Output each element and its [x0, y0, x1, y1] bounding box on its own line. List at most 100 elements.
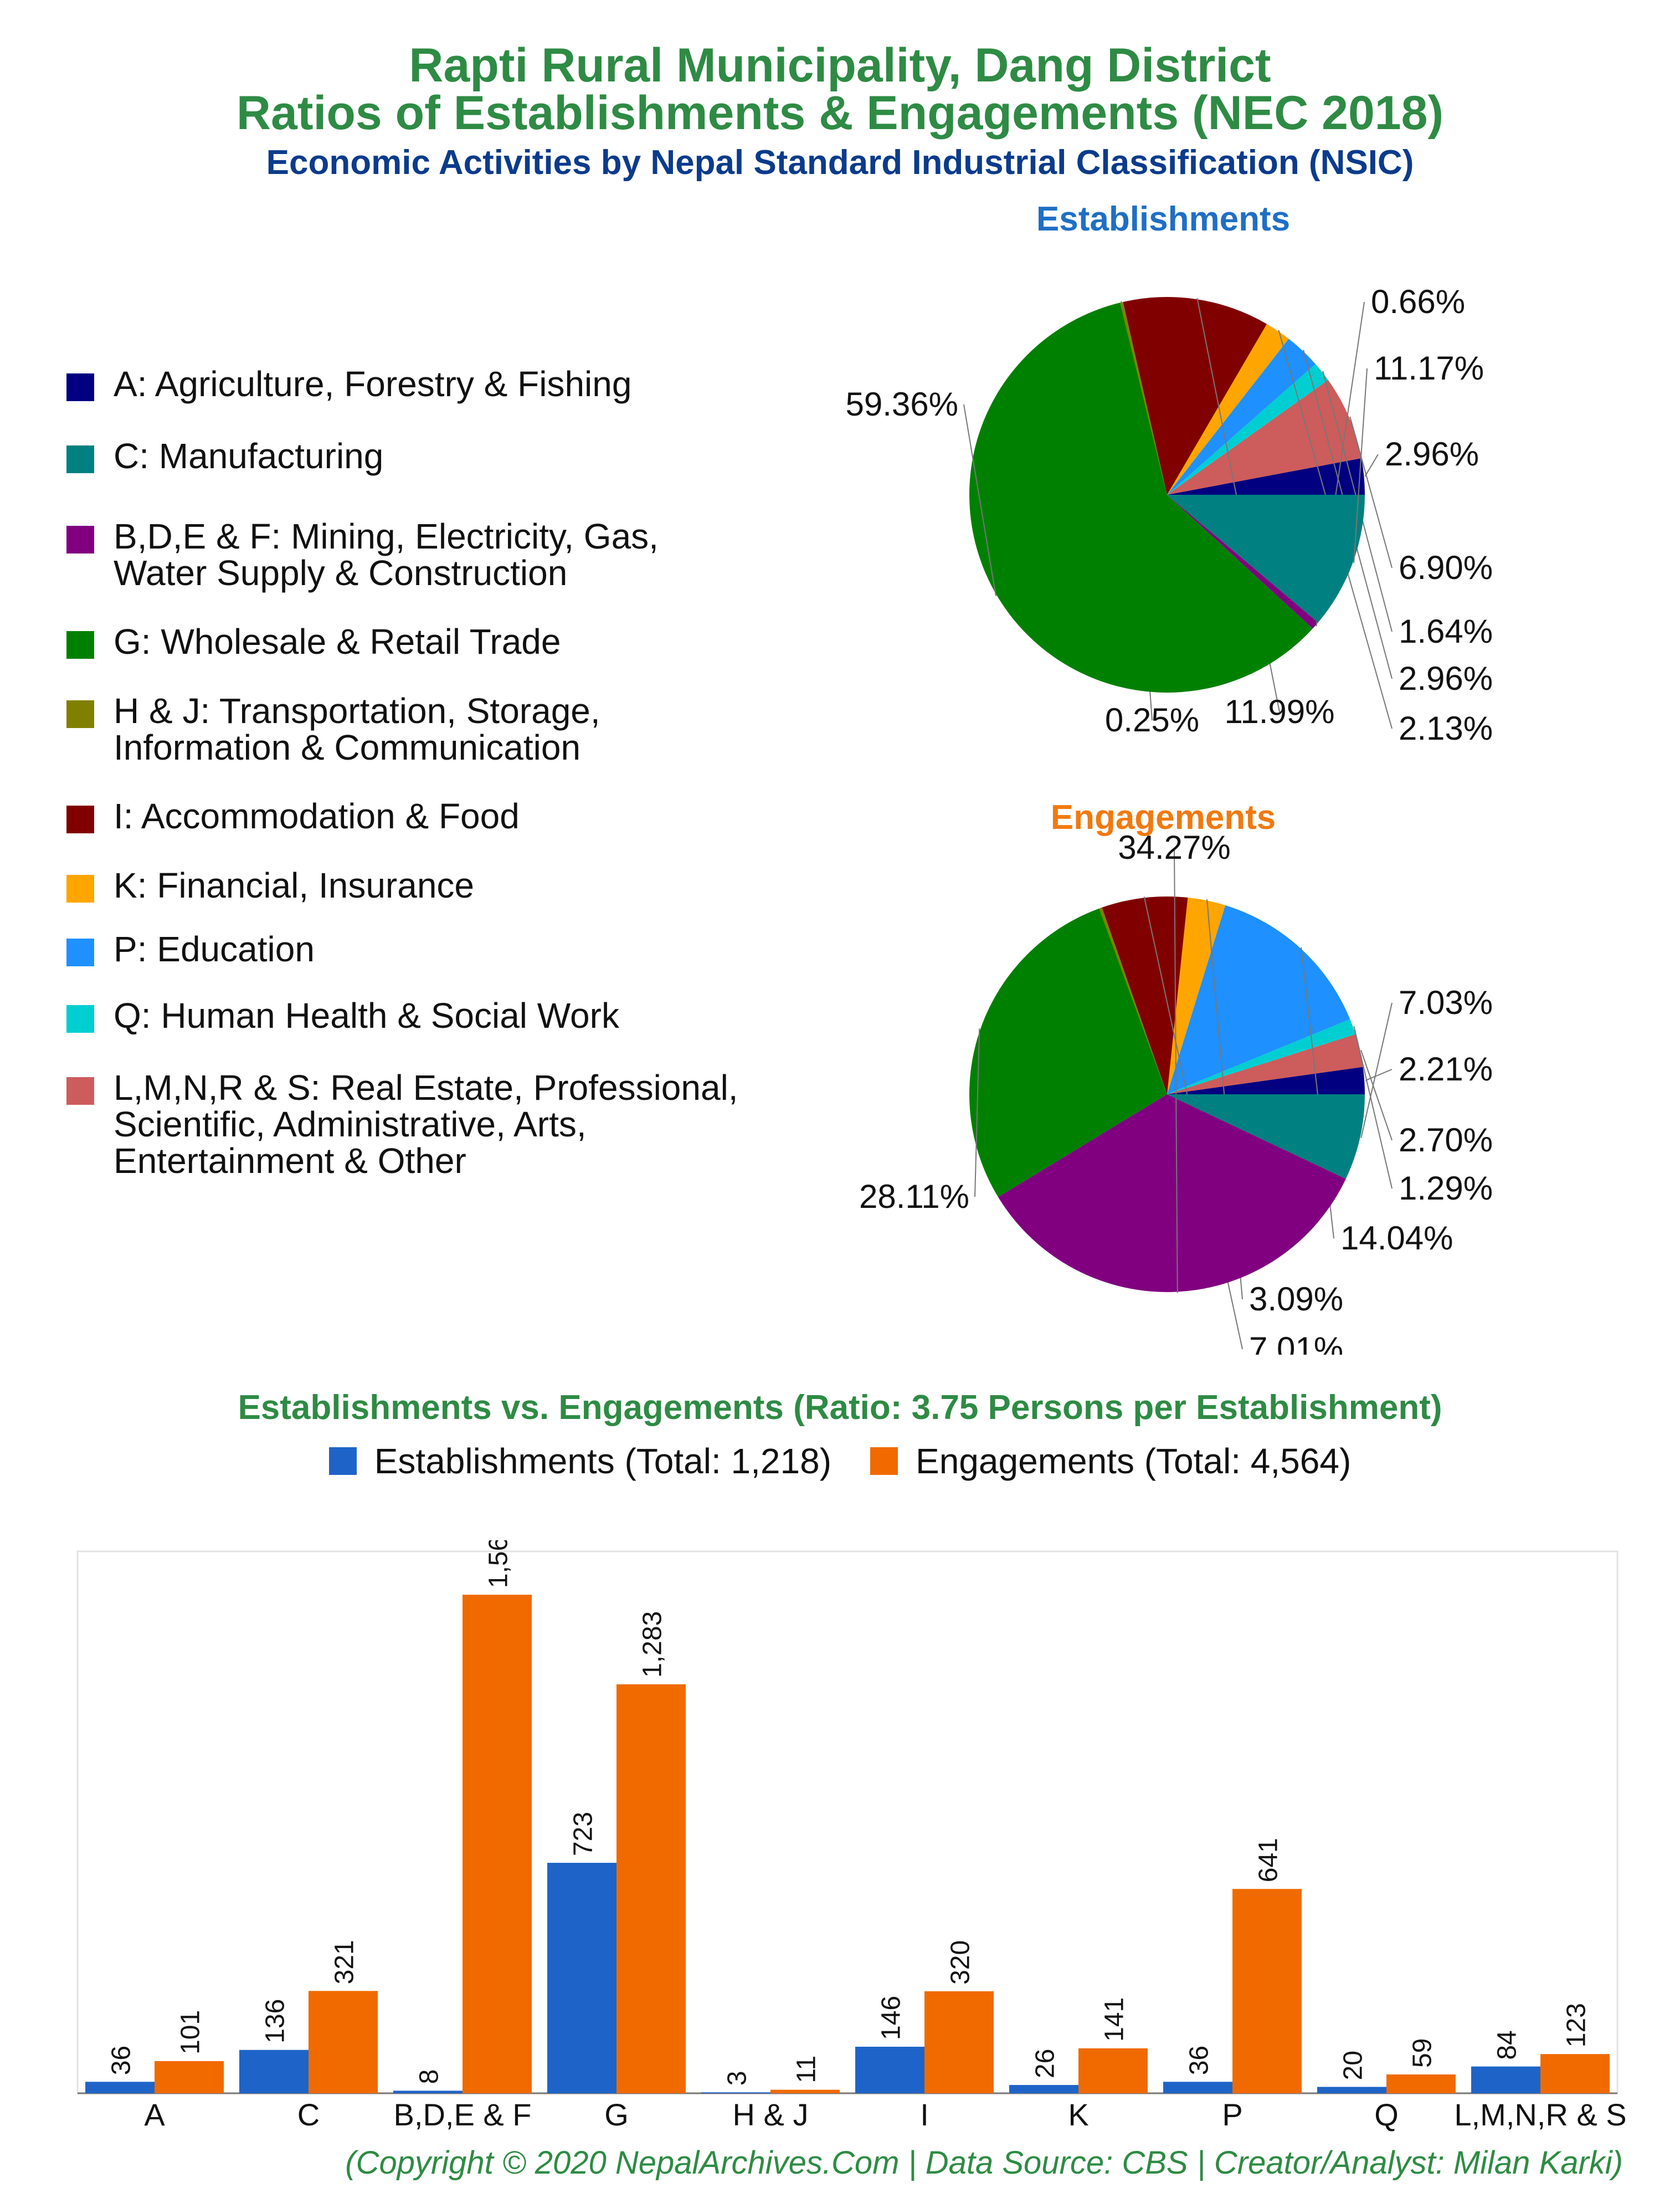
pie-slice-l-m-n-r-s [1167, 1034, 1363, 1094]
pie-slice-label: 2.96% [1399, 660, 1493, 697]
x-tick-label: K [1068, 2097, 1088, 2132]
x-tick-label: Q [1374, 2097, 1399, 2132]
pie-slice-c [1167, 1094, 1365, 1179]
bar-value-label: 723 [569, 1812, 598, 1856]
bar-engagements-h-j [770, 2089, 840, 2093]
pie-slice-b-d-e-f [998, 1094, 1346, 1292]
legend-label-engagements: Engagements (Total: 4,564) [916, 1441, 1352, 1481]
legend-swatch [66, 939, 94, 966]
bar-engagements-i [924, 1991, 994, 2093]
pie-slice-label: 2.13% [1399, 710, 1493, 747]
legend-label: G: Wholesale & Retail Trade [114, 622, 561, 662]
pie-slice-h-j [1120, 301, 1167, 495]
pie-leader-line [1360, 1050, 1393, 1141]
bar-chart-title: Establishments vs. Engagements (Ratio: 3… [238, 1388, 1442, 1427]
x-tick-label: L,M,N,R & S [1454, 2097, 1626, 2132]
pie-leader-line [1174, 847, 1178, 1293]
legend-swatch-engagements [870, 1447, 898, 1475]
legend-label: I: Accommodation & Food [114, 796, 520, 836]
legend-label: P: Education [114, 929, 315, 969]
legend-label: B,D,E & F: Mining, Electricity, Gas, Wat… [114, 516, 659, 593]
establishments-pie-title: Establishments [1036, 200, 1291, 238]
x-tick-label: H & J [733, 2097, 809, 2132]
bar-value-label: 146 [877, 1996, 906, 2040]
bar-value-label: 36 [107, 2046, 136, 2075]
bar-value-label: 136 [261, 1999, 290, 2043]
bar-establishments-a [85, 2082, 155, 2093]
bar-engagements-p [1232, 1889, 1302, 2093]
copyright-footer: (Copyright © 2020 NepalArchives.Com | Da… [345, 2145, 1623, 2181]
engagements-pie: 2.21%2.70%1.29%14.04%3.09%7.01%28.11%34.… [859, 829, 1493, 1363]
pie-slice-a [1167, 458, 1365, 495]
pie-slice-label: 7.03% [1399, 984, 1493, 1021]
bar-value-label: 123 [1562, 2003, 1591, 2047]
pie-slice-label: 1.64% [1399, 613, 1493, 650]
pie-slice-label: 34.27% [1118, 829, 1231, 866]
chart-title-line1: Rapti Rural Municipality, Dang District [409, 39, 1271, 92]
legend-swatch [66, 806, 94, 833]
bar-engagements-q [1386, 2074, 1456, 2093]
bar-value-label: 8 [415, 2069, 444, 2084]
bar-engagements-g [616, 1684, 686, 2093]
legend-item: P: Education [66, 931, 315, 967]
legend-establishments: Establishments (Total: 1,218) [328, 1441, 831, 1482]
bar-establishments-h-j [701, 2092, 770, 2093]
legend-swatch-establishments [328, 1447, 357, 1475]
pie-slice-label: 11.99% [1224, 693, 1334, 730]
x-tick-label: G [604, 2097, 629, 2132]
bar-establishments-g [547, 1863, 616, 2093]
bar-value-label: 3 [723, 2071, 752, 2086]
bar-establishments-p [1163, 2082, 1232, 2093]
bar-engagements-c [309, 1991, 378, 2093]
legend-swatch [66, 526, 94, 554]
legend-label: H & J: Transportation, Storage, Informat… [114, 691, 600, 767]
pie-slice-p [1167, 339, 1316, 495]
establishments-pie: 2.96% 6.90% 1.64% 2.96% 2.13% 11.99% 0.25% 59.3… [846, 283, 1493, 747]
pie-slice-label: 2.21% [1399, 1051, 1493, 1088]
legend-item: G: Wholesale & Retail Trade [66, 623, 561, 660]
bar-value-label: 1,564 [484, 1540, 513, 1588]
pie-slice-label: 3.09% [1249, 1280, 1343, 1318]
legend-label: L,M,N,R & S: Real Estate, Professional, … [114, 1068, 738, 1181]
pie-slice-label: 1.29% [1399, 1170, 1493, 1207]
bar-engagements-k [1078, 2048, 1148, 2093]
x-tick-label: C [297, 2097, 320, 2132]
bar-value-label: 641 [1254, 1838, 1283, 1882]
legend-item: Q: Human Health & Social Work [66, 997, 619, 1034]
engagements-pie-title: Engagements [1050, 798, 1276, 837]
bar-value-label: 84 [1493, 2030, 1522, 2059]
legend-engagements: Engagements (Total: 4,564) [870, 1441, 1351, 1482]
pie-slice-q [1167, 363, 1328, 495]
bar-engagements-a [155, 2061, 224, 2093]
legend-item: B,D,E & F: Mining, Electricity, Gas, Wat… [66, 518, 659, 591]
pie-slice-q [1167, 1019, 1356, 1094]
bar-establishments-c [239, 2049, 309, 2093]
pie-slice-label: 2.96% [1385, 435, 1479, 473]
legend-label: K: Financial, Insurance [114, 865, 474, 905]
bar-value-label: 141 [1100, 1997, 1129, 2042]
legend-item: C: Manufacturing [66, 438, 383, 474]
bar-establishments-b-d-e-f [393, 2090, 463, 2093]
pie-slice-p [1167, 905, 1350, 1094]
bar-value-label: 1,283 [638, 1611, 667, 1678]
pie-slice-h-j [1099, 907, 1167, 1094]
pie-slice-g [969, 908, 1167, 1197]
x-tick-label: P [1222, 2097, 1242, 2132]
pie-slice-i [1102, 896, 1188, 1094]
legend-swatch [66, 875, 94, 903]
bar-value-label: 36 [1185, 2046, 1214, 2075]
x-tick-label: B,D,E & F [394, 2097, 532, 2132]
pie-leader-line [1365, 1069, 1393, 1082]
pie-leader-line [1364, 454, 1379, 477]
pie-leader-line [1360, 1002, 1393, 1138]
x-tick-label: I [920, 2097, 929, 2132]
legend-label: Q: Human Health & Social Work [114, 996, 619, 1036]
x-tick-label: A [144, 2097, 165, 2132]
legend-swatch [66, 1005, 94, 1033]
legend-swatch [66, 631, 94, 659]
bar-establishments-k [1009, 2085, 1078, 2093]
pie-slice-b-d-e-f [1167, 495, 1318, 629]
pie-slice-k [1167, 324, 1289, 495]
bar-establishments-q [1317, 2087, 1386, 2093]
bar-chart: 36 101 A 136 321 C 8 1,564 B,D,E & F 723 1,283 G 3 11… [76, 1540, 1627, 2132]
